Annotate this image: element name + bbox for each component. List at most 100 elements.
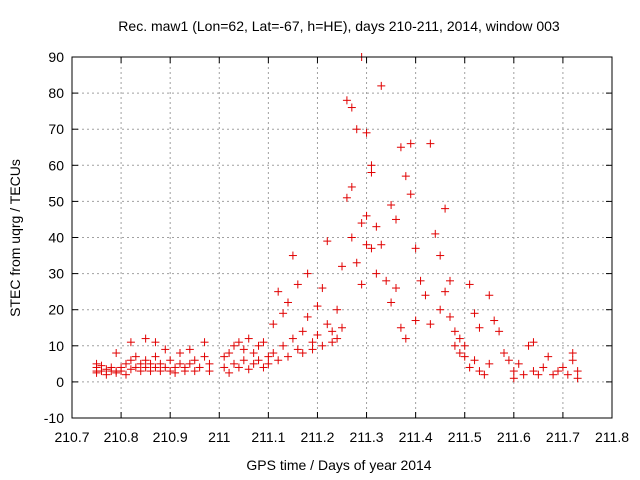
data-point	[288, 334, 297, 343]
data-point	[284, 298, 292, 307]
data-point	[279, 341, 288, 350]
data-point	[475, 367, 484, 376]
data-point	[318, 341, 327, 350]
data-point	[377, 81, 386, 90]
data-point	[426, 139, 435, 148]
data-point	[455, 334, 464, 343]
data-point	[141, 334, 150, 343]
data-point	[190, 367, 199, 376]
data-point	[180, 363, 189, 372]
data-point	[254, 356, 263, 365]
data-point	[185, 359, 194, 368]
data-point	[500, 349, 508, 358]
y-tick-label: 10	[48, 338, 64, 354]
data-point	[323, 320, 332, 329]
y-tick-label: 70	[48, 121, 64, 137]
y-tick-label: 20	[48, 302, 64, 318]
data-point	[544, 352, 553, 361]
data-point	[166, 356, 175, 365]
data-point	[338, 262, 346, 271]
data-point	[205, 367, 214, 376]
data-point	[274, 287, 283, 296]
y-tick-label: 40	[48, 230, 64, 246]
data-point	[333, 305, 342, 314]
data-point	[367, 168, 376, 177]
data-point	[161, 363, 170, 372]
data-point	[509, 367, 518, 376]
y-axis-label: STEC from uqrg / TECUs	[7, 159, 23, 317]
data-point	[387, 201, 396, 210]
data-point	[450, 327, 459, 336]
data-point	[347, 233, 356, 242]
data-point	[225, 349, 234, 358]
data-point	[573, 367, 582, 376]
data-point	[460, 352, 469, 361]
data-point	[352, 258, 361, 267]
x-tick-label: 210.8	[104, 429, 139, 445]
x-tick-label: 210.9	[153, 429, 188, 445]
data-point	[372, 222, 381, 231]
data-point	[185, 345, 194, 354]
data-point	[367, 244, 376, 253]
data-point	[166, 367, 175, 376]
data-point	[323, 237, 332, 246]
data-point	[112, 368, 121, 377]
data-point	[514, 359, 523, 368]
data-point	[146, 367, 155, 376]
data-point	[372, 269, 381, 278]
data-point	[161, 345, 170, 354]
data-point	[117, 367, 126, 376]
data-point	[176, 359, 184, 368]
data-point	[362, 128, 371, 137]
data-point	[357, 219, 366, 228]
data-point	[401, 334, 410, 343]
data-point	[200, 338, 209, 347]
x-tick-label: 211.8	[595, 429, 629, 445]
data-point	[347, 103, 356, 112]
data-point	[288, 251, 297, 260]
data-point	[269, 349, 278, 358]
data-point	[264, 352, 273, 361]
data-point	[279, 309, 288, 318]
x-tick-label: 211.1	[251, 429, 285, 445]
data-point	[234, 363, 243, 372]
data-point	[342, 193, 351, 202]
data-point	[392, 215, 400, 224]
data-point	[92, 368, 101, 377]
data-point	[151, 363, 160, 372]
y-tick-label: 30	[48, 266, 64, 282]
data-point	[554, 367, 562, 376]
data-point	[220, 352, 229, 361]
data-point	[328, 338, 337, 347]
data-point	[396, 143, 405, 152]
data-point	[333, 334, 342, 343]
data-point	[406, 139, 415, 148]
data-point	[293, 345, 302, 354]
data-point	[220, 363, 229, 372]
x-tick-label: 211.4	[399, 429, 433, 445]
data-point	[303, 269, 312, 278]
data-points	[92, 53, 582, 383]
data-point	[529, 338, 538, 347]
data-point	[313, 302, 322, 311]
data-point	[244, 334, 253, 343]
data-point	[239, 345, 248, 354]
data-point	[259, 363, 268, 372]
data-point	[563, 370, 572, 379]
data-point	[446, 276, 454, 285]
data-point	[318, 284, 327, 293]
data-point	[362, 211, 371, 220]
data-point	[426, 320, 435, 329]
data-point	[313, 330, 322, 339]
data-point	[328, 327, 337, 336]
data-point	[230, 341, 238, 350]
y-tick-label: 50	[48, 193, 64, 209]
data-point	[534, 370, 543, 379]
data-point	[126, 365, 135, 374]
data-point	[308, 338, 317, 347]
data-point	[509, 374, 518, 383]
data-point	[303, 312, 312, 321]
data-point	[490, 316, 499, 325]
data-point	[549, 370, 558, 379]
